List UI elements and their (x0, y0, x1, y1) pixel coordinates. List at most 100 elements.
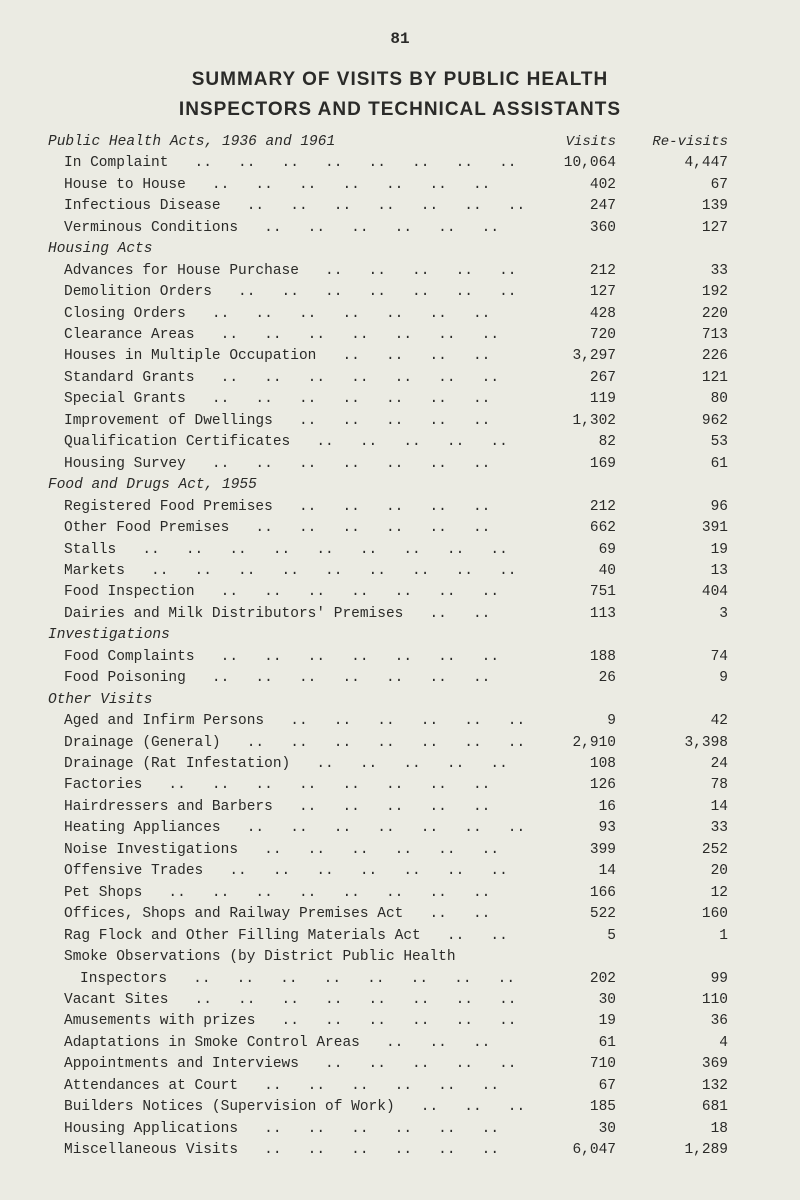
revisits-value: 61 (628, 454, 728, 475)
row-label: Clearance Areas .. .. .. .. .. .. .. (48, 325, 528, 346)
row-label: Markets .. .. .. .. .. .. .. .. .. (48, 561, 528, 582)
table-row: Qualification Certificates .. .. .. .. .… (48, 432, 752, 453)
table-row: Inspectors .. .. .. .. .. .. .. ..20299 (48, 969, 752, 990)
row-label: Attendances at Court .. .. .. .. .. .. (48, 1076, 528, 1097)
revisits-value: 1,289 (628, 1140, 728, 1161)
revisits-value: 19 (628, 540, 728, 561)
revisits-value: 53 (628, 432, 728, 453)
revisits-value: 4 (628, 1033, 728, 1054)
table-row: Offensive Trades .. .. .. .. .. .. ..142… (48, 861, 752, 882)
table-row: Builders Notices (Supervision of Work) .… (48, 1097, 752, 1118)
table-row: Hairdressers and Barbers .. .. .. .. ..1… (48, 797, 752, 818)
revisits-value: 192 (628, 282, 728, 303)
revisits-value: 99 (628, 969, 728, 990)
revisits-value: 33 (628, 261, 728, 282)
revisits-value: 713 (628, 325, 728, 346)
visits-value: Visits (528, 132, 628, 153)
visits-value: 202 (528, 969, 628, 990)
visits-value: 30 (528, 1119, 628, 1140)
revisits-value: 127 (628, 218, 728, 239)
revisits-value: 13 (628, 561, 728, 582)
visits-value: 720 (528, 325, 628, 346)
visits-value: 212 (528, 261, 628, 282)
table-row: Investigations (48, 625, 752, 646)
revisits-value: 139 (628, 196, 728, 217)
row-label: Food Inspection .. .. .. .. .. .. .. (48, 582, 528, 603)
row-label: Verminous Conditions .. .. .. .. .. .. (48, 218, 528, 239)
table-row: Special Grants .. .. .. .. .. .. ..11980 (48, 389, 752, 410)
row-label: Closing Orders .. .. .. .. .. .. .. (48, 304, 528, 325)
revisits-value: 96 (628, 497, 728, 518)
revisits-value: 9 (628, 668, 728, 689)
revisits-value: 160 (628, 904, 728, 925)
table-row: Adaptations in Smoke Control Areas .. ..… (48, 1033, 752, 1054)
table-row: Clearance Areas .. .. .. .. .. .. ..7207… (48, 325, 752, 346)
revisits-value: 404 (628, 582, 728, 603)
revisits-value: 36 (628, 1011, 728, 1032)
visits-value: 751 (528, 582, 628, 603)
revisits-value: 20 (628, 861, 728, 882)
table-row: Demolition Orders .. .. .. .. .. .. ..12… (48, 282, 752, 303)
visits-value: 2,910 (528, 733, 628, 754)
visits-value: 3,297 (528, 346, 628, 367)
table-row: Housing Acts (48, 239, 752, 260)
visits-value: 19 (528, 1011, 628, 1032)
table-row: Stalls .. .. .. .. .. .. .. .. ..6919 (48, 540, 752, 561)
row-label: Adaptations in Smoke Control Areas .. ..… (48, 1033, 528, 1054)
visits-value: 67 (528, 1076, 628, 1097)
row-label: Standard Grants .. .. .. .. .. .. .. (48, 368, 528, 389)
row-label: Qualification Certificates .. .. .. .. .… (48, 432, 528, 453)
row-label: Pet Shops .. .. .. .. .. .. .. .. (48, 883, 528, 904)
table-row: Offices, Shops and Railway Premises Act … (48, 904, 752, 925)
table-row: Noise Investigations .. .. .. .. .. ..39… (48, 840, 752, 861)
table-row: Infectious Disease .. .. .. .. .. .. ..2… (48, 196, 752, 217)
row-label: Food Complaints .. .. .. .. .. .. .. (48, 647, 528, 668)
visits-value: 40 (528, 561, 628, 582)
table-row: Heating Appliances .. .. .. .. .. .. ..9… (48, 818, 752, 839)
visits-value: 69 (528, 540, 628, 561)
revisits-value: 4,447 (628, 153, 728, 174)
visits-value: 399 (528, 840, 628, 861)
page-number: 81 (48, 28, 752, 52)
row-label: Advances for House Purchase .. .. .. .. … (48, 261, 528, 282)
revisits-value: 110 (628, 990, 728, 1011)
table-row: Closing Orders .. .. .. .. .. .. ..42822… (48, 304, 752, 325)
visits-value: 10,064 (528, 153, 628, 174)
table-row: House to House .. .. .. .. .. .. ..40267 (48, 175, 752, 196)
row-label: Houses in Multiple Occupation .. .. .. .… (48, 346, 528, 367)
table-row: Registered Food Premises .. .. .. .. ..2… (48, 497, 752, 518)
revisits-value: 3,398 (628, 733, 728, 754)
table-row: Miscellaneous Visits .. .. .. .. .. ..6,… (48, 1140, 752, 1161)
visits-value: 360 (528, 218, 628, 239)
revisits-value: 42 (628, 711, 728, 732)
visits-value: 26 (528, 668, 628, 689)
revisits-value: 33 (628, 818, 728, 839)
table-row: Appointments and Interviews .. .. .. .. … (48, 1054, 752, 1075)
visits-value: 5 (528, 926, 628, 947)
table-row: Public Health Acts, 1936 and 1961VisitsR… (48, 132, 752, 153)
visits-value: 522 (528, 904, 628, 925)
visits-value: 710 (528, 1054, 628, 1075)
row-label: Infectious Disease .. .. .. .. .. .. .. (48, 196, 528, 217)
visits-value: 188 (528, 647, 628, 668)
revisits-value: 24 (628, 754, 728, 775)
row-label: Noise Investigations .. .. .. .. .. .. (48, 840, 528, 861)
table-row: Smoke Observations (by District Public H… (48, 947, 752, 968)
revisits-value: 132 (628, 1076, 728, 1097)
table-row: Factories .. .. .. .. .. .. .. ..12678 (48, 775, 752, 796)
section-header: Public Health Acts, 1936 and 1961 (48, 132, 528, 153)
revisits-value: 962 (628, 411, 728, 432)
table-row: Rag Flock and Other Filling Materials Ac… (48, 926, 752, 947)
row-label: Builders Notices (Supervision of Work) .… (48, 1097, 528, 1118)
row-label: Heating Appliances .. .. .. .. .. .. .. (48, 818, 528, 839)
table-row: Food Complaints .. .. .. .. .. .. ..1887… (48, 647, 752, 668)
row-label: Other Food Premises .. .. .. .. .. .. (48, 518, 528, 539)
row-label: Appointments and Interviews .. .. .. .. … (48, 1054, 528, 1075)
visits-value: 267 (528, 368, 628, 389)
row-label: Rag Flock and Other Filling Materials Ac… (48, 926, 528, 947)
row-label: Factories .. .. .. .. .. .. .. .. (48, 775, 528, 796)
row-label: Registered Food Premises .. .. .. .. .. (48, 497, 528, 518)
row-label: In Complaint .. .. .. .. .. .. .. .. (48, 153, 528, 174)
revisits-value: 18 (628, 1119, 728, 1140)
visits-value: 14 (528, 861, 628, 882)
